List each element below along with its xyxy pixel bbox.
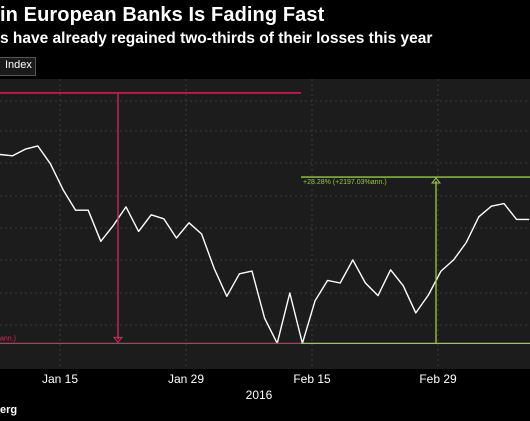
x-tick-label: Jan 15 [41, 372, 79, 386]
series-line [0, 145, 530, 344]
chart-subtitle: s have already regained two-thirds of th… [0, 30, 433, 47]
source-label: erg [0, 404, 18, 416]
rise-arrow-head [430, 177, 442, 184]
rise-annotation-label: +28.28% (+2197.03%ann.) [303, 179, 387, 186]
drop-arrow-head [112, 336, 124, 344]
x-tick-label: Feb 15 [293, 372, 331, 386]
legend-label: Index [5, 59, 32, 71]
chart-title: in European Banks Is Fading Fast [0, 4, 325, 26]
x-tick-label: Feb 29 [419, 372, 457, 386]
line-chart: ann.) +28.28% (+2197.03%ann.) [0, 79, 530, 369]
x-axis-year-label: 2016 [245, 388, 273, 402]
plot-area: ann.) +28.28% (+2197.03%ann.) [0, 79, 530, 369]
x-tick-label: Jan 29 [167, 372, 205, 386]
legend: Index [0, 57, 36, 76]
drop-annotation-label: ann.) [0, 335, 16, 342]
